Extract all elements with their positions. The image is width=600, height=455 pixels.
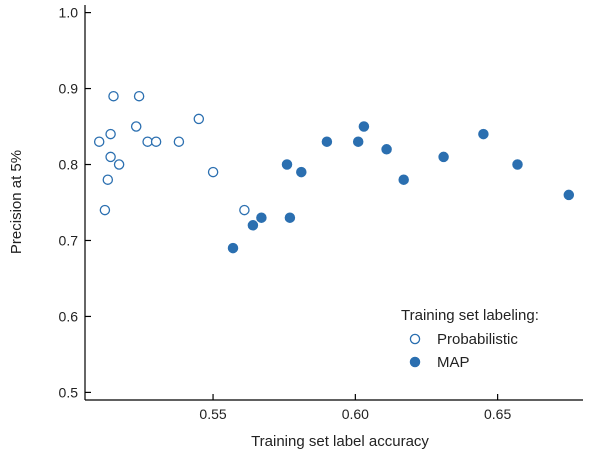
- data-point-probabilistic: [207, 166, 219, 178]
- x-axis-label: Training set label accuracy: [251, 433, 429, 450]
- data-point-map: [438, 151, 449, 163]
- data-points: [93, 90, 575, 254]
- y-tick-label: 0.9: [59, 81, 79, 97]
- data-point-map: [398, 174, 409, 185]
- x-tick-label: 0.65: [484, 406, 511, 422]
- data-point-probabilistic: [105, 151, 116, 163]
- y-tick-label: 0.6: [59, 308, 79, 324]
- data-point-map: [352, 136, 364, 147]
- legend-marker-map: [409, 356, 421, 368]
- data-point-probabilistic: [193, 113, 205, 125]
- data-point-probabilistic: [142, 136, 153, 147]
- data-point-map: [381, 144, 392, 155]
- data-point-map: [512, 159, 523, 170]
- y-tick-label: 0.8: [59, 157, 79, 173]
- x-tick-label: 0.60: [342, 406, 369, 422]
- data-point-map: [281, 159, 293, 170]
- data-point-probabilistic: [173, 136, 185, 147]
- x-tick-label: 0.55: [199, 406, 226, 422]
- data-point-probabilistic: [99, 204, 111, 216]
- y-axis-ticks: 0.5 0.6 0.7 0.8 0.9 1.0: [59, 5, 91, 400]
- legend-title: Training set labeling:: [401, 307, 539, 324]
- data-point-map: [247, 220, 259, 231]
- data-point-probabilistic: [150, 136, 162, 147]
- data-point-map: [227, 242, 239, 254]
- axes: [84, 5, 583, 401]
- y-tick-label: 1.0: [59, 5, 79, 21]
- data-point-map: [284, 212, 296, 223]
- x-axis-ticks: 0.55 0.60 0.65: [199, 394, 511, 422]
- data-point-map: [321, 136, 333, 147]
- legend-marker-probabilistic: [409, 333, 421, 345]
- data-point-map: [563, 189, 575, 201]
- data-point-probabilistic: [105, 128, 116, 140]
- legend-label-probabilistic: Probabilistic: [437, 331, 518, 348]
- legend: Training set labeling: Probabilistic MAP: [401, 307, 539, 371]
- data-point-probabilistic: [133, 90, 145, 102]
- data-point-probabilistic: [239, 204, 250, 216]
- data-point-probabilistic: [93, 136, 105, 147]
- y-tick-label: 0.5: [59, 384, 79, 400]
- data-point-map: [296, 166, 307, 178]
- data-point-map: [358, 121, 370, 132]
- data-point-probabilistic: [102, 174, 114, 185]
- y-axis-label: Precision at 5%: [8, 150, 25, 254]
- data-point-probabilistic: [108, 90, 119, 102]
- data-point-map: [478, 128, 489, 140]
- y-tick-label: 0.7: [59, 232, 79, 248]
- legend-label-map: MAP: [437, 354, 470, 371]
- data-point-probabilistic: [113, 159, 125, 170]
- data-point-probabilistic: [130, 121, 142, 132]
- data-point-map: [256, 212, 267, 223]
